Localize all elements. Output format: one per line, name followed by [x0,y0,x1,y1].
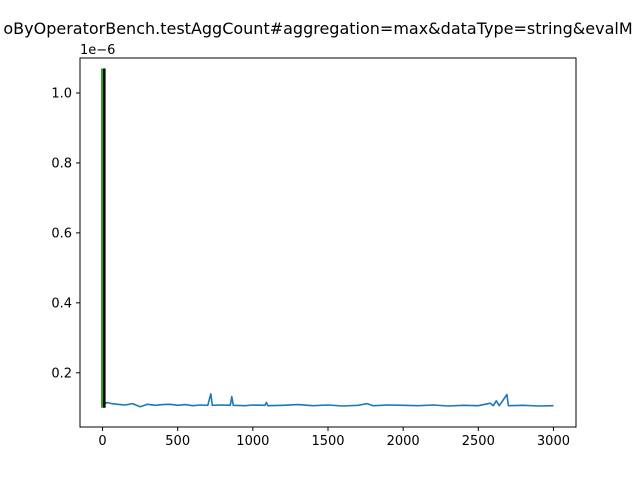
x-tick-label: 2000 [387,434,420,449]
y-tick-label: 0.2 [51,366,72,381]
x-tick-label: 500 [165,434,190,449]
x-axis: 0 500 1000 1500 2000 2500 3000 [98,427,570,449]
y-tick-label: 1.0 [51,86,72,101]
y-axis-offset-label: 1e−6 [80,43,115,58]
x-tick-label: 0 [98,434,106,449]
x-tick-label: 1000 [236,434,269,449]
chart-title: oByOperatorBench.testAggCount#aggregatio… [3,19,632,38]
y-tick-label: 0.4 [51,296,72,311]
x-tick-label: 2500 [462,434,495,449]
plot-area [100,68,554,408]
y-tick-label: 0.6 [51,226,72,241]
x-tick-label: 1500 [311,434,344,449]
y-tick-label: 0.8 [51,156,72,171]
y-axis: 0.2 0.4 0.6 0.8 1.0 [51,86,80,381]
series-line-0 [101,68,554,408]
x-tick-label: 3000 [537,434,570,449]
